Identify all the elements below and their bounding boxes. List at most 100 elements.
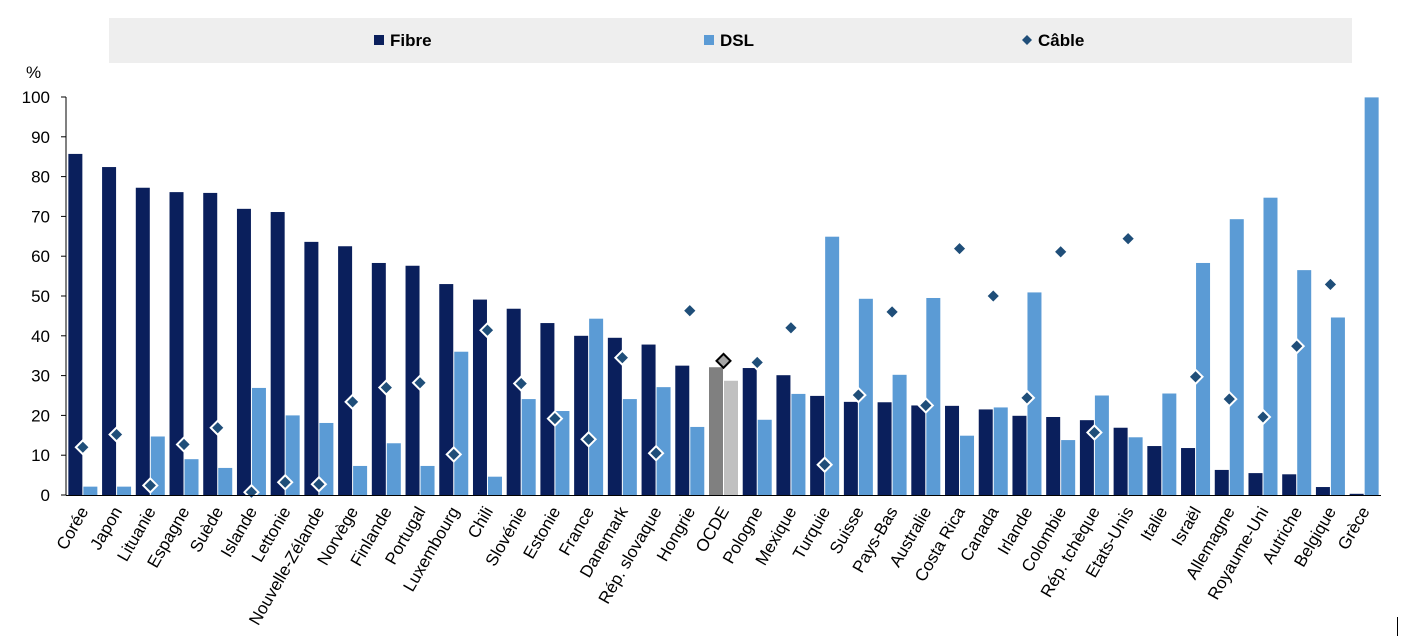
bar-dsl xyxy=(1196,262,1211,495)
bar-dsl xyxy=(825,236,840,495)
markers xyxy=(74,230,1339,501)
category-label: Corée xyxy=(53,504,93,554)
bar-dsl xyxy=(1027,292,1042,495)
bar-fibre xyxy=(236,208,251,495)
bar-fibre xyxy=(1079,420,1094,495)
marker-cable xyxy=(951,240,968,258)
bar-dsl xyxy=(555,411,570,495)
category-label: Italie xyxy=(1137,504,1171,545)
category-label: Chili xyxy=(464,504,497,542)
y-tick-label: 90 xyxy=(31,128,50,147)
bar-fibre xyxy=(102,167,117,495)
bar-fibre xyxy=(810,395,825,495)
y-tick-label: 100 xyxy=(22,88,50,107)
bar-dsl xyxy=(589,318,604,495)
bar-dsl xyxy=(757,419,772,495)
bar-fibre xyxy=(472,299,487,495)
bar-dsl xyxy=(1263,197,1278,495)
bar-fibre xyxy=(574,335,589,495)
bar-dsl xyxy=(386,443,401,495)
bar-dsl xyxy=(960,435,975,495)
bar-fibre xyxy=(439,284,454,495)
legend-swatch-dsl xyxy=(704,35,714,45)
marker-cable xyxy=(108,426,125,443)
bar-dsl xyxy=(1128,437,1143,495)
marker-cable xyxy=(647,444,665,462)
bars xyxy=(68,97,1379,495)
legend-label-fibre: Fibre xyxy=(390,31,432,50)
bar-fibre xyxy=(776,375,791,495)
bar-fibre xyxy=(371,262,386,495)
marker-cable xyxy=(782,319,800,337)
y-tick-label: 80 xyxy=(31,168,50,187)
bar-fibre xyxy=(203,192,218,495)
marker-cable xyxy=(1322,276,1339,293)
y-tick-label: 20 xyxy=(31,406,50,425)
marker-cable xyxy=(411,374,429,392)
legend-background xyxy=(109,18,1352,63)
bar-dsl xyxy=(656,387,671,495)
bar-fibre xyxy=(843,401,858,495)
marker-cable xyxy=(1018,389,1036,407)
marker-cable xyxy=(344,393,362,411)
bar-dsl xyxy=(1229,219,1244,495)
bar-dsl xyxy=(218,467,233,495)
y-tick-label: 30 xyxy=(31,367,50,386)
bar-fibre xyxy=(877,402,892,495)
y-axis-ticks: 0 10 20 30 40 50 60 70 80 90 100 xyxy=(22,88,66,505)
bar-fibre xyxy=(1046,416,1061,495)
bar-dsl xyxy=(892,374,907,495)
marker-cable xyxy=(546,410,564,427)
bar-dsl xyxy=(858,298,873,495)
bar-dsl xyxy=(420,465,435,495)
marker-cable xyxy=(175,436,193,453)
x-axis-labels: CoréeJaponLituanieEspagneSuèdeIslandeLet… xyxy=(53,503,1374,628)
bar-fibre xyxy=(169,192,184,495)
marker-cable xyxy=(209,419,227,437)
y-tick-label: 50 xyxy=(31,287,50,306)
bar-fibre xyxy=(945,405,960,495)
legend-swatch-fibre xyxy=(374,35,384,45)
bar-fibre xyxy=(68,153,83,495)
bar-fibre xyxy=(641,344,656,495)
bar-fibre xyxy=(338,246,353,495)
marker-cable xyxy=(816,456,834,474)
bar-fibre xyxy=(506,308,521,495)
bar-fibre xyxy=(1012,415,1027,495)
bar-dsl xyxy=(622,399,637,495)
bar-fibre xyxy=(1248,473,1263,495)
marker-cable xyxy=(883,303,901,321)
bar-dsl xyxy=(521,399,536,495)
axes xyxy=(65,97,1381,496)
legend-label-cable: Câble xyxy=(1038,31,1084,50)
bar-fibre xyxy=(978,409,993,495)
y-tick-label: 70 xyxy=(31,207,50,226)
bar-dsl xyxy=(791,393,806,495)
marker-cable xyxy=(479,321,496,339)
bar-dsl xyxy=(926,297,941,495)
bar-dsl xyxy=(1162,393,1177,495)
marker-cable xyxy=(512,375,530,392)
bar-fibre xyxy=(911,405,926,495)
bar-dsl xyxy=(1094,395,1109,495)
marker-cable xyxy=(984,287,1002,305)
bar-dsl xyxy=(1061,440,1076,495)
bar-dsl xyxy=(1364,97,1379,495)
bar-dsl xyxy=(454,351,469,495)
bar-dsl xyxy=(353,465,368,495)
bar-fibre xyxy=(742,368,757,495)
bar-fibre xyxy=(135,187,150,495)
y-tick-label: 40 xyxy=(31,327,50,346)
bar-dsl xyxy=(150,436,165,495)
bar-fibre xyxy=(1214,469,1229,495)
bar-fibre xyxy=(304,241,319,495)
marker-cable xyxy=(1187,368,1204,386)
marker-cable xyxy=(310,475,328,493)
bar-dsl xyxy=(285,415,300,495)
bar-fibre xyxy=(540,323,555,495)
marker-cable xyxy=(715,352,732,370)
bar-dsl xyxy=(993,407,1008,495)
bar-dsl xyxy=(251,387,266,495)
bar-dsl xyxy=(724,380,738,495)
marker-cable xyxy=(1254,408,1272,426)
